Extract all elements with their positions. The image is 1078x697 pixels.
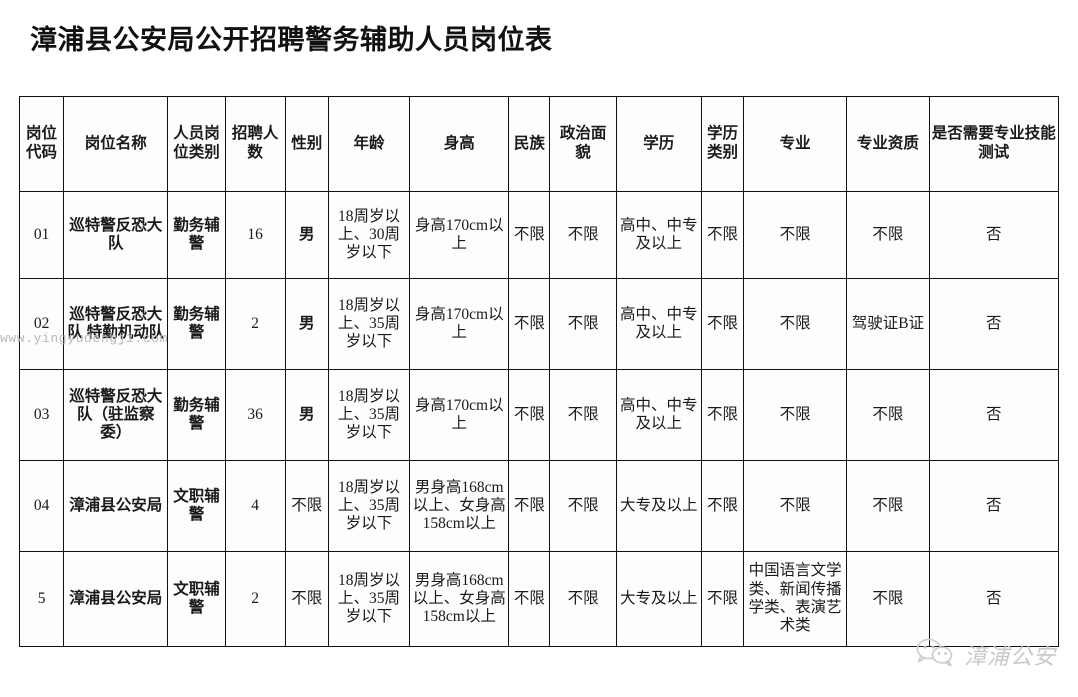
cell-age: 18周岁以上、35周岁以下 <box>327 460 411 552</box>
cell-gender: 男 <box>284 278 329 370</box>
column-header-gender: 性别 <box>284 96 329 192</box>
column-header-code: 岗位代码 <box>18 96 65 192</box>
cell-code: 03 <box>18 369 65 461</box>
table-row: 04 漳浦县公安局 文职辅警 4 不限 18周岁以上、35周岁以下 男身高168… <box>18 460 1060 552</box>
cell-education: 高中、中专及以上 <box>615 369 702 461</box>
cell-major: 不限 <box>743 191 848 279</box>
cell-height: 身高170cm以上 <box>409 191 510 279</box>
cell-height: 男身高168cm以上、女身高158cm以上 <box>409 551 510 647</box>
column-header-age: 年龄 <box>327 96 411 192</box>
cell-name: 漳浦县公安局 <box>63 551 169 647</box>
cell-political: 不限 <box>549 369 617 461</box>
column-header-count: 招聘人数 <box>224 96 286 192</box>
cell-education: 高中、中专及以上 <box>615 278 702 370</box>
column-header-edu-type: 学历类别 <box>700 96 745 192</box>
cell-skill-test: 否 <box>928 460 1060 552</box>
column-header-skill-test: 是否需要专业技能测试 <box>928 96 1060 192</box>
cell-skill-test: 否 <box>928 551 1060 647</box>
cell-qualification: 不限 <box>846 369 930 461</box>
job-positions-table: 岗位代码 岗位名称 人员岗位类别 招聘人数 性别 年龄 身高 民族 政治面貌 学… <box>18 96 1060 647</box>
cell-gender: 不限 <box>284 460 329 552</box>
page-title: 漳浦县公安局公开招聘警务辅助人员岗位表 <box>30 25 553 55</box>
cell-skill-test: 否 <box>928 278 1060 370</box>
cell-count: 4 <box>224 460 286 552</box>
table-row: 03 巡特警反恐大队（驻监察委） 勤务辅警 36 男 18周岁以上、35周岁以下… <box>18 369 1060 461</box>
cell-qualification: 不限 <box>846 551 930 647</box>
cell-major: 不限 <box>743 369 848 461</box>
cell-age: 18周岁以上、35周岁以下 <box>327 551 411 647</box>
cell-political: 不限 <box>549 551 617 647</box>
cell-code: 01 <box>18 191 65 279</box>
column-header-qualification: 专业资质 <box>846 96 930 192</box>
cell-qualification: 驾驶证B证 <box>846 278 930 370</box>
cell-ethnicity: 不限 <box>508 191 551 279</box>
cell-name: 巡特警反恐大队 <box>63 191 169 279</box>
cell-gender: 男 <box>284 191 329 279</box>
cell-education: 大专及以上 <box>615 551 702 647</box>
cell-category: 文职辅警 <box>167 460 226 552</box>
table-row: 02 巡特警反恐大队 特勤机动队 勤务辅警 2 男 18周岁以上、35周岁以下 … <box>18 278 1060 370</box>
cell-qualification: 不限 <box>846 460 930 552</box>
cell-edu-type: 不限 <box>700 191 745 279</box>
cell-political: 不限 <box>549 460 617 552</box>
table-header-row: 岗位代码 岗位名称 人员岗位类别 招聘人数 性别 年龄 身高 民族 政治面貌 学… <box>18 96 1060 192</box>
cell-ethnicity: 不限 <box>508 369 551 461</box>
cell-count: 16 <box>224 191 286 279</box>
column-header-major: 专业 <box>743 96 848 192</box>
cell-category: 勤务辅警 <box>167 191 226 279</box>
cell-ethnicity: 不限 <box>508 460 551 552</box>
table-row: 5 漳浦县公安局 文职辅警 2 不限 18周岁以上、35周岁以下 男身高168c… <box>18 551 1060 647</box>
cell-height: 身高170cm以上 <box>409 278 510 370</box>
cell-category: 勤务辅警 <box>167 278 226 370</box>
cell-name: 巡特警反恐大队 特勤机动队 <box>63 278 169 370</box>
column-header-ethnicity: 民族 <box>508 96 551 192</box>
column-header-education: 学历 <box>615 96 702 192</box>
cell-skill-test: 否 <box>928 191 1060 279</box>
job-positions-table-container: 岗位代码 岗位名称 人员岗位类别 招聘人数 性别 年龄 身高 民族 政治面貌 学… <box>18 96 1060 647</box>
cell-category: 文职辅警 <box>167 551 226 647</box>
cell-edu-type: 不限 <box>700 278 745 370</box>
cell-code: 02 <box>18 278 65 370</box>
cell-qualification: 不限 <box>846 191 930 279</box>
cell-name: 漳浦县公安局 <box>63 460 169 552</box>
cell-gender: 男 <box>284 369 329 461</box>
cell-code: 04 <box>18 460 65 552</box>
cell-political: 不限 <box>549 278 617 370</box>
cell-major: 不限 <box>743 278 848 370</box>
cell-education: 大专及以上 <box>615 460 702 552</box>
cell-count: 2 <box>224 551 286 647</box>
cell-age: 18周岁以上、35周岁以下 <box>327 369 411 461</box>
column-header-political: 政治面貌 <box>549 96 617 192</box>
cell-ethnicity: 不限 <box>508 551 551 647</box>
cell-category: 勤务辅警 <box>167 369 226 461</box>
column-header-height: 身高 <box>409 96 510 192</box>
column-header-category: 人员岗位类别 <box>167 96 226 192</box>
table-row: 01 巡特警反恐大队 勤务辅警 16 男 18周岁以上、30周岁以下 身高170… <box>18 191 1060 279</box>
cell-age: 18周岁以上、35周岁以下 <box>327 278 411 370</box>
cell-gender: 不限 <box>284 551 329 647</box>
cell-count: 2 <box>224 278 286 370</box>
column-header-name: 岗位名称 <box>63 96 169 192</box>
cell-code: 5 <box>18 551 65 647</box>
cell-edu-type: 不限 <box>700 369 745 461</box>
cell-age: 18周岁以上、30周岁以下 <box>327 191 411 279</box>
cell-name: 巡特警反恐大队（驻监察委） <box>63 369 169 461</box>
cell-skill-test: 否 <box>928 369 1060 461</box>
cell-major: 中国语言文学类、新闻传播学类、表演艺术类 <box>743 551 848 647</box>
cell-height: 身高170cm以上 <box>409 369 510 461</box>
cell-major: 不限 <box>743 460 848 552</box>
cell-political: 不限 <box>549 191 617 279</box>
cell-education: 高中、中专及以上 <box>615 191 702 279</box>
cell-edu-type: 不限 <box>700 460 745 552</box>
cell-count: 36 <box>224 369 286 461</box>
cell-ethnicity: 不限 <box>508 278 551 370</box>
cell-height: 男身高168cm以上、女身高158cm以上 <box>409 460 510 552</box>
cell-edu-type: 不限 <box>700 551 745 647</box>
